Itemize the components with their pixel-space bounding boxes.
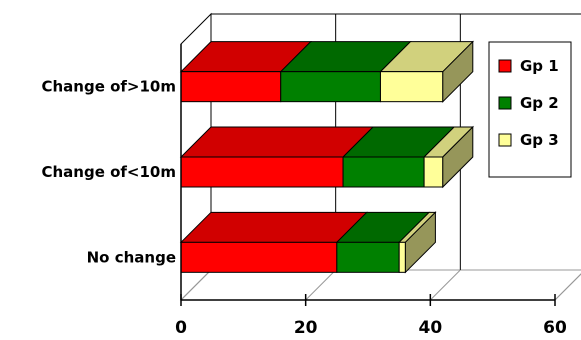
bar-end-face (404, 211, 436, 274)
bar-segment (423, 156, 444, 188)
bar-segment (336, 241, 400, 273)
bar-segment (280, 71, 381, 103)
x-axis-ticks: 0 20 40 60 (175, 44, 567, 338)
bar-segment (180, 156, 344, 188)
legend-swatch (498, 133, 512, 147)
floor-gridline (305, 269, 337, 301)
x-tick-label: 40 (418, 318, 442, 338)
x-tick-label: 60 (543, 318, 567, 338)
bar-end-face (442, 125, 474, 189)
legend-swatch (498, 59, 512, 73)
bar-segment (342, 156, 425, 188)
legend-label: Gp 3 (520, 131, 559, 149)
chart-bars (179, 40, 475, 274)
category-label: Change of>10m (41, 78, 176, 96)
floor (179, 269, 581, 301)
floor-gridline (180, 269, 212, 301)
x-tick-label: 0 (175, 318, 187, 338)
legend-label: Gp 1 (520, 57, 559, 75)
legend: Gp 1 Gp 2 Gp 3 (488, 41, 572, 178)
bar-segment (180, 241, 338, 273)
bar-segment (180, 71, 282, 103)
legend-swatch (498, 96, 512, 110)
category-label: Change of<10m (41, 163, 176, 181)
category-label: No change (87, 248, 176, 266)
bar-end-face (442, 40, 474, 103)
floor-gridline (429, 269, 461, 301)
legend-label: Gp 2 (520, 94, 559, 112)
bar-segment (398, 241, 406, 273)
category-labels: Change of>10m Change of<10m No change (41, 78, 176, 267)
bar-segment (379, 71, 444, 103)
bar-segment-top (179, 211, 369, 243)
floor-gridline (554, 273, 581, 301)
x-tick-label: 20 (294, 318, 318, 338)
bar-segment-top (179, 126, 375, 158)
